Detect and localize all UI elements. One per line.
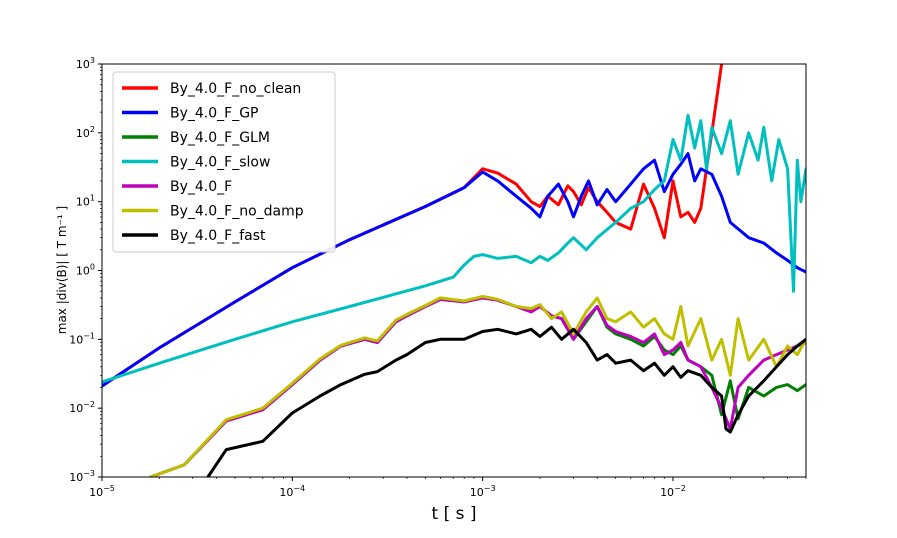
legend-box xyxy=(112,71,336,253)
series-line-3 xyxy=(102,113,806,384)
legend-label-2: By_4.0_F_GLM xyxy=(170,130,270,146)
y-tick-label: 10−2 xyxy=(69,400,95,415)
series-line-6 xyxy=(206,325,806,477)
y-tick-label: 101 xyxy=(76,194,95,209)
y-tick-label: 10−1 xyxy=(69,331,95,346)
legend-label-6: By_4.0_F_fast xyxy=(170,228,266,244)
y-axis: 10−3 10−2 10−1 100 101 102 103 xyxy=(69,56,102,484)
legend-label-4: By_4.0_F xyxy=(170,179,232,195)
x-tick-label: 10−4 xyxy=(279,484,305,499)
legend-label-1: By_4.0_F_GP xyxy=(170,106,259,122)
x-tick-label: 10−2 xyxy=(660,484,686,499)
series-layer xyxy=(102,64,806,477)
x-axis-label: t [ s ] xyxy=(432,504,477,524)
legend: By_4.0_F_no_clean By_4.0_F_GP By_4.0_F_GLM… xyxy=(112,71,336,253)
x-axis: 10−5 10−4 10−3 10−2 xyxy=(89,477,807,499)
legend-label-5: By_4.0_F_no_damp xyxy=(170,204,304,220)
legend-label-3: By_4.0_F_slow xyxy=(170,155,270,171)
series-line-1 xyxy=(102,152,806,388)
y-tick-label: 103 xyxy=(76,56,95,71)
x-tick-label: 10−5 xyxy=(89,484,115,499)
series-line-5 xyxy=(149,294,806,477)
legend-label-0: By_4.0_F_no_clean xyxy=(170,81,301,97)
y-tick-label: 10−3 xyxy=(69,469,95,484)
y-tick-label: 102 xyxy=(76,125,95,140)
x-tick-label: 10−3 xyxy=(470,484,496,499)
y-axis-label: max |div(B)| [ T m⁻¹ ] xyxy=(55,206,69,334)
y-tick-label: 100 xyxy=(76,263,95,278)
